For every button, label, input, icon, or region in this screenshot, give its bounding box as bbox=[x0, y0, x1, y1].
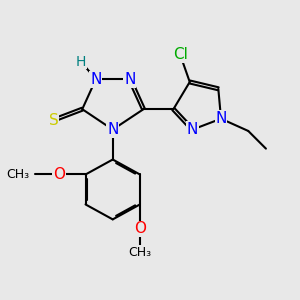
Text: N: N bbox=[187, 122, 198, 137]
Text: O: O bbox=[134, 221, 146, 236]
Text: O: O bbox=[53, 167, 65, 182]
Text: N: N bbox=[90, 72, 102, 87]
Text: CH₃: CH₃ bbox=[128, 245, 152, 259]
Text: Cl: Cl bbox=[173, 47, 188, 62]
Text: N: N bbox=[124, 72, 136, 87]
Text: S: S bbox=[49, 112, 58, 128]
Text: N: N bbox=[215, 111, 227, 126]
Text: N: N bbox=[107, 122, 118, 137]
Text: CH₃: CH₃ bbox=[6, 168, 29, 181]
Text: H: H bbox=[76, 55, 86, 69]
